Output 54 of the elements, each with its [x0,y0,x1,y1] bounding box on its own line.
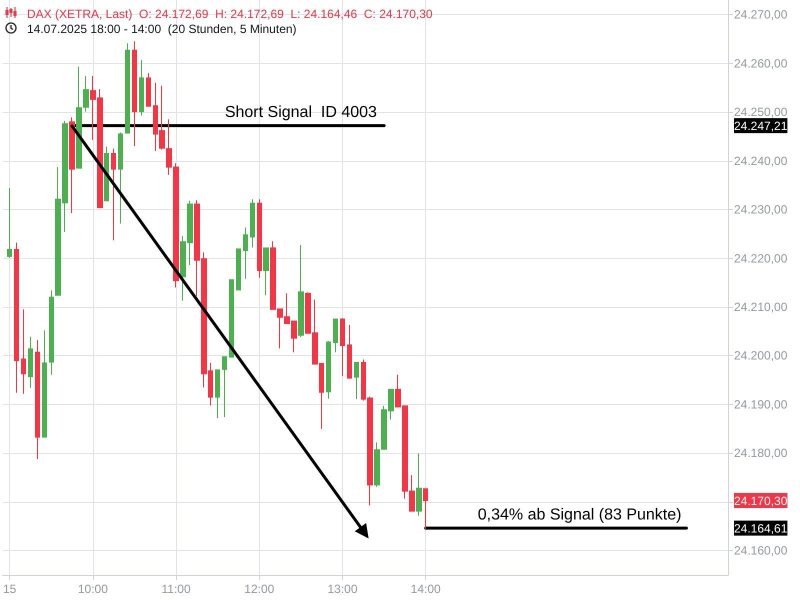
y-tick-label: 24.160,00 [734,544,788,558]
candlestick [243,227,248,280]
candlestick [118,132,123,224]
candlestick [69,116,75,214]
candlestick [257,198,262,278]
candlestick [333,318,338,353]
candlestick [222,356,227,418]
candlestick [7,188,12,258]
y-tick-label: 24.270,00 [734,8,788,22]
x-tick-label: 12:00 [244,582,275,596]
candlestick [139,59,144,116]
annotation: 0,34% ab Signal (83 Punkte) [478,506,682,524]
candlestick [215,369,220,419]
candlestick [125,42,130,134]
candlestick [423,488,428,530]
y-tick-label: 24.247,21 [734,119,788,134]
candlestick [263,247,269,296]
y-tick-label: 24.250,00 [734,105,788,120]
candlestick [298,244,304,338]
x-tick-label: 11:00 [162,582,191,596]
candlestick [416,453,422,516]
candlestick [347,324,352,379]
y-tick-label: 24.240,00 [734,154,788,168]
candlestick [35,340,40,460]
candlestick [28,336,33,388]
candlestick [354,362,359,400]
y-tick-label: 24.190,00 [734,397,788,412]
y-tick-label: 24.230,00 [734,202,788,217]
y-tick-label: 24.170,30 [734,494,788,508]
x-tick-label: 10:00 [78,582,108,596]
y-tick-label: 24.180,00 [734,446,788,460]
candlestick [146,72,151,107]
candlestick [132,40,137,147]
y-tick-label: 24.200,00 [734,348,788,363]
x-tick-label: 14:00 [410,582,442,596]
candlestick [42,330,47,438]
x-tick-label: 15 [2,582,17,596]
candlestick [229,278,234,358]
annotation: Short Signal ID 4003 [224,104,378,122]
candlestick [49,290,54,376]
candlestick [326,340,331,400]
candlestick [340,318,345,377]
text: 14.07.2025 18:00 - 14:00 (20 Stunden, 5 Minuten) [27,22,297,36]
text: DAX (XETRA, Last) O: 24.172,69 H: 24.172,69 L: 24.164,46 C: 24.170,30 [27,7,433,21]
candlestick [236,248,241,291]
y-tick-label: 24.220,00 [734,251,788,266]
y-tick-label: 24.260,00 [734,56,788,70]
candlestick [14,242,19,394]
candlestick [21,308,26,394]
y-tick-label: 24.164,61 [734,522,788,536]
x-tick-label: 13:00 [327,582,358,596]
candlestick [111,148,116,241]
candlestick [250,198,255,248]
y-tick-label: 24.210,00 [734,300,788,314]
